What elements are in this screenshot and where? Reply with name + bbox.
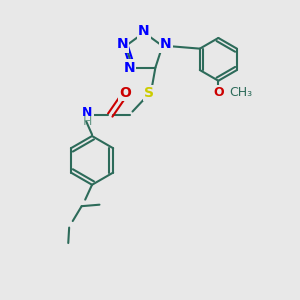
Text: H: H <box>83 115 92 128</box>
Text: N: N <box>160 38 172 52</box>
Text: O: O <box>119 86 131 100</box>
Text: CH₃: CH₃ <box>230 85 253 98</box>
Text: N: N <box>116 38 128 52</box>
Text: N: N <box>82 106 92 119</box>
Text: N: N <box>138 24 150 38</box>
Text: S: S <box>144 86 154 100</box>
Text: O: O <box>213 85 224 98</box>
Text: N: N <box>123 61 135 74</box>
